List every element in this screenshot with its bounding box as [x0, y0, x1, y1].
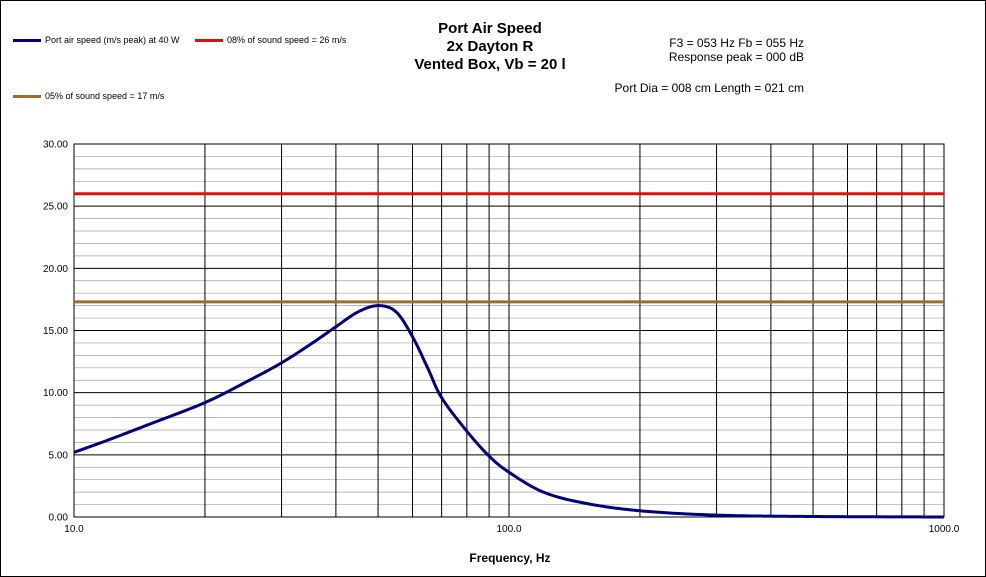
annotation-response-peak: Response peak = 000 dB	[668, 50, 804, 64]
grid	[73, 143, 945, 518]
annotation-f3-fb: F3 = 053 Hz Fb = 055 Hz	[669, 36, 804, 50]
y-tick-label: 15.00	[43, 326, 68, 337]
y-tick-label: 5.00	[49, 450, 69, 461]
chart-title: Port Air Speed 2x Dayton R Vented Box, V…	[380, 20, 600, 74]
y-tick-label: 0.00	[49, 513, 69, 524]
y-tick-label: 25.00	[43, 202, 68, 213]
legend-entry-08pct: 08% of sound speed = 26 m/s	[195, 34, 346, 46]
legend-swatch-05pct	[13, 94, 41, 98]
plot-area	[73, 143, 945, 518]
legend-label-air-speed: Port air speed (m/s peak) at 40 W	[45, 35, 180, 45]
y-tick-label: 20.00	[43, 264, 68, 275]
y-tick-label: 10.00	[43, 388, 68, 399]
legend-swatch-08pct	[195, 38, 223, 42]
x-tick-label: 10.0	[64, 524, 84, 535]
y-tick-label: 30.00	[43, 140, 68, 151]
y-axis-ticks: 0.00 5.00 10.00 15.00 20.00 25.00 30.00	[43, 140, 68, 524]
legend-label-08pct: 08% of sound speed = 26 m/s	[227, 35, 347, 45]
legend-entry-05pct: 05% of sound speed = 17 m/s	[13, 90, 164, 102]
annotation-port: Port Dia = 008 cm Length = 021 cm	[614, 81, 804, 95]
x-axis-ticks: 10.0 100.0 1000.0	[64, 524, 959, 535]
legend-entry-air-speed: Port air speed (m/s peak) at 40 W	[13, 34, 180, 46]
x-axis-label: Frequency, Hz	[469, 551, 550, 565]
legend-label-05pct: 05% of sound speed = 17 m/s	[45, 91, 165, 101]
series-layer	[73, 192, 945, 519]
x-tick-label: 1000.0	[929, 524, 960, 535]
x-tick-label: 100.0	[496, 524, 521, 535]
title-line-1: Port Air Speed	[438, 20, 542, 37]
title-line-2: 2x Dayton R	[446, 38, 534, 55]
series-line-air-speed	[73, 304, 945, 519]
title-line-3: Vented Box, Vb = 20 l	[414, 56, 566, 73]
legend-swatch-air-speed	[13, 38, 41, 42]
